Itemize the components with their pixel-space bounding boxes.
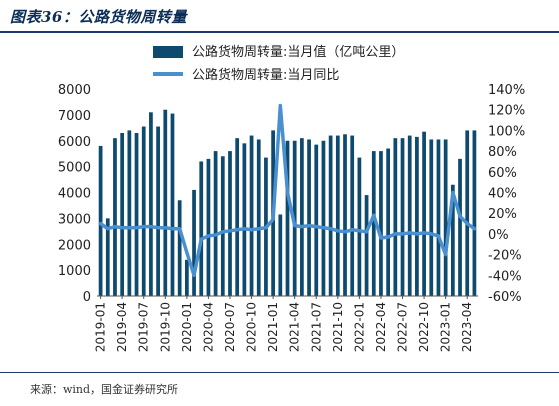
- bar: [371, 151, 376, 296]
- bar: [228, 151, 232, 296]
- bar: [328, 135, 333, 296]
- y-right-tick-label: 20%: [488, 207, 517, 222]
- y-left-tick-label: 0: [83, 290, 91, 305]
- legend-bar-label: 公路货物周转量:当月值（亿吨公里）: [192, 44, 404, 60]
- bar: [242, 143, 247, 296]
- bar: [357, 157, 362, 296]
- bar: [127, 130, 132, 296]
- y-left-tick-label: 1000: [58, 264, 91, 279]
- footer-divider: [0, 372, 559, 373]
- y-right-tick-label: 60%: [488, 166, 517, 181]
- y-left-tick-label: 6000: [58, 135, 91, 150]
- y-right-tick-label: 120%: [488, 104, 525, 119]
- bar: [458, 158, 462, 296]
- legend: 公路货物周转量:当月值（亿吨公里） 公路货物周转量:当月同比: [153, 44, 404, 83]
- bar: [285, 140, 290, 296]
- x-tick-label: 2019-01: [94, 302, 108, 352]
- x-tick-label: 2021-07: [309, 302, 323, 352]
- x-tick-label: 2022-10: [417, 302, 431, 352]
- x-tick-label: 2019-07: [137, 302, 151, 352]
- bar: [472, 130, 477, 296]
- bar: [321, 140, 326, 296]
- bar: [113, 138, 117, 296]
- bar: [465, 130, 470, 296]
- bar: [436, 139, 441, 296]
- bar: [350, 135, 355, 296]
- bar: [379, 151, 383, 296]
- bar: [192, 189, 196, 296]
- y-right-tick-label: 40%: [488, 187, 517, 202]
- bar: [393, 138, 398, 296]
- bar: [98, 145, 103, 296]
- y-right-tick-label: 0%: [488, 228, 509, 243]
- bar: [407, 135, 412, 296]
- bar: [120, 132, 125, 296]
- bar: [249, 135, 254, 296]
- bar: [149, 112, 153, 296]
- y-left-tick-label: 8000: [58, 83, 91, 98]
- y-right-tick-label: -60%: [488, 290, 522, 305]
- bar: [199, 161, 204, 296]
- y-right-tick-label: -20%: [488, 249, 522, 264]
- y-left-tick-label: 2000: [58, 238, 91, 253]
- bar: [443, 139, 448, 296]
- title-divider: [0, 31, 559, 33]
- bar: [170, 113, 175, 296]
- y-right-tick-label: -40%: [488, 269, 522, 284]
- bar: [386, 148, 391, 296]
- legend-bar-swatch: [153, 46, 183, 58]
- y-right-tick-label: 80%: [488, 145, 517, 160]
- bar: [314, 144, 319, 296]
- bar: [300, 138, 304, 296]
- bar: [307, 139, 311, 296]
- source-note: 来源：wind，国金证券研究所: [30, 383, 179, 396]
- y-left-tick-label: 5000: [58, 161, 91, 176]
- x-tick-label: 2021-01: [266, 302, 280, 352]
- x-tick-label: 2020-01: [180, 302, 194, 352]
- bar: [184, 259, 189, 296]
- x-tick-label: 2022-04: [374, 302, 388, 352]
- bar: [415, 136, 419, 296]
- y-left-tick-label: 7000: [58, 109, 91, 124]
- y-left-tick-label: 3000: [58, 212, 91, 227]
- bar: [141, 126, 146, 297]
- bar: [213, 151, 218, 296]
- bar: [105, 218, 110, 297]
- y-right-tick-label: 140%: [488, 83, 525, 98]
- bar: [206, 158, 211, 296]
- x-tick-label: 2023-04: [460, 302, 474, 352]
- bar: [400, 138, 405, 296]
- bar: [450, 184, 455, 296]
- bar: [343, 134, 347, 296]
- bar: [220, 156, 225, 296]
- bar: [335, 135, 340, 296]
- yoy-line: [98, 103, 477, 278]
- combo-chart: 公路货物周转量:当月值（亿吨公里） 公路货物周转量:当月同比 0 1000 2000…: [58, 44, 525, 352]
- x-tick-label: 2023-01: [439, 302, 453, 352]
- bar: [235, 138, 240, 296]
- bar: [134, 132, 139, 296]
- plot-area: 0 1000 2000 3000 4000 5000 6000 7000 8000 -60% -40…: [58, 83, 525, 352]
- x-tick-label: 2022-01: [352, 302, 366, 352]
- legend-line-label: 公路货物周转量:当月同比: [192, 67, 339, 83]
- bar: [364, 195, 369, 296]
- bar: [163, 109, 168, 296]
- y-right-tick-label: 100%: [488, 124, 525, 139]
- bar: [422, 131, 426, 296]
- x-tick-label: 2020-04: [201, 302, 215, 352]
- bar: [278, 214, 283, 296]
- x-tick-label: 2019-04: [115, 302, 129, 352]
- y-left-tick-label: 4000: [58, 187, 91, 202]
- bar: [256, 139, 261, 296]
- x-tick-label: 2020-10: [245, 302, 259, 352]
- x-tick-label: 2019-10: [158, 302, 172, 352]
- x-tick-label: 2021-04: [288, 302, 302, 352]
- bar: [156, 126, 160, 297]
- x-tick-label: 2020-07: [223, 302, 237, 352]
- x-tick-label: 2021-10: [331, 302, 345, 352]
- x-tick-label: 2022-07: [396, 302, 410, 352]
- bar: [177, 200, 182, 296]
- chart-title: 图表36：公路货物周转量: [10, 8, 187, 26]
- bar: [429, 139, 434, 296]
